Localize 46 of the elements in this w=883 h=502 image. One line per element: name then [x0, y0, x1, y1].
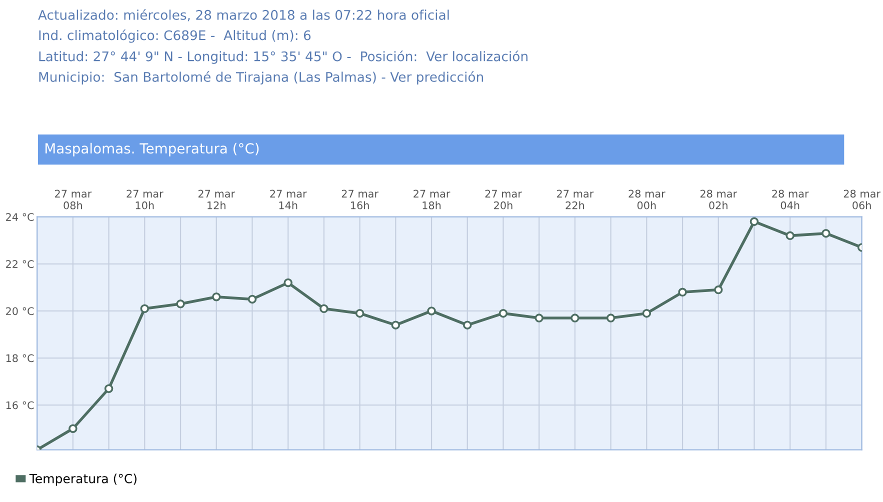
x-tick-label: 28 mar 02h [700, 190, 738, 210]
point [212, 292, 221, 302]
point [642, 308, 652, 318]
point [463, 320, 472, 330]
x-tick-label: 27 mar 18h [414, 190, 450, 210]
x-tick-label: 27 mar 08h [55, 190, 92, 210]
y-tick-label: 24 °C [6, 213, 34, 221]
x-tick-label: 28 mar 06h [844, 190, 880, 210]
chart-title: Maspalomas. Temperatura (°C) [46, 142, 259, 156]
point [750, 217, 759, 226]
line-series [37, 217, 862, 450]
point [248, 294, 257, 304]
point [140, 304, 150, 313]
text: Ind. climatológico: C689E - Altitud (m): 6 [39, 29, 311, 43]
x-tick-label: 27 mar 16h [342, 190, 378, 210]
legend-label: Temperatura (°C) [29, 474, 136, 486]
x-tick-label: 28 mar 04h [772, 190, 809, 210]
x-tick-label: 27 mar 14h [270, 190, 307, 210]
point [498, 308, 508, 318]
point [176, 300, 185, 308]
point [570, 314, 580, 322]
point [678, 288, 687, 297]
text: Municipio: San Bartolomé de Tirajana (Las Palmas) - Ver predicción [39, 71, 484, 84]
text: Actualizado: miércoles, 28 marzo 2018 a las 07:22 hora oficial [38, 9, 449, 22]
point [68, 424, 78, 433]
point [714, 285, 723, 294]
point [427, 306, 436, 316]
point [822, 228, 830, 238]
x-tick-label: 28 mar 00h [628, 190, 666, 210]
point [606, 314, 616, 322]
point [320, 304, 328, 313]
point [534, 314, 544, 322]
x-tick-label: 27 mar 22h [557, 190, 594, 210]
y-tick-label: 22 °C [6, 260, 34, 268]
point [284, 278, 292, 288]
y-tick-label: 18 °C [6, 354, 34, 362]
x-tick-label: 27 mar 12h [198, 190, 236, 210]
x-tick-label: 27 mar 20h [485, 190, 522, 210]
y-tick-label: 16 °C [6, 401, 34, 410]
y-tick-label: 20 °C [6, 307, 34, 316]
point [391, 320, 400, 330]
x-tick-label: 27 mar 10h [126, 190, 164, 210]
point [104, 384, 114, 393]
point [786, 231, 794, 240]
point [355, 308, 364, 318]
text: Latitud: 27° 44' 9" N - Longitud: 15° 35' 45" O - Posición: Ver localización [39, 50, 528, 64]
